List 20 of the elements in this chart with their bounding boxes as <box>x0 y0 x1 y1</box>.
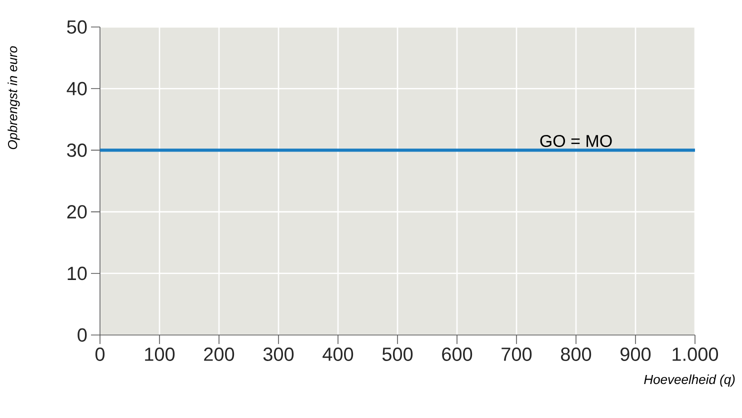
x-tick-label: 100 <box>145 348 175 361</box>
y-tick-label: 40 <box>66 82 87 96</box>
y-tick-label: 0 <box>78 328 87 342</box>
x-tick-label: 600 <box>442 348 472 361</box>
x-tick-label: 900 <box>620 348 651 361</box>
x-axis-title: Hoeveelheid (q) <box>644 374 735 387</box>
x-tick-label: 300 <box>263 348 294 361</box>
x-tick-label: 700 <box>502 348 532 361</box>
x-tick-label: 800 <box>560 348 592 361</box>
y-tick-label: 30 <box>67 143 87 157</box>
annotation: GO = MO <box>540 134 612 148</box>
x-tick-label: 200 <box>204 348 234 361</box>
y-tick-label: 10 <box>68 266 87 280</box>
y-tick-label: 20 <box>67 205 87 219</box>
x-tick-label: 0 <box>95 348 105 361</box>
x-tick-label: 500 <box>382 348 413 361</box>
y-axis-title: Opbrengst in euro <box>8 46 20 150</box>
x-tick-label: 400 <box>322 348 354 361</box>
y-tick-label: 50 <box>67 20 87 34</box>
x-tick-label: 1.000 <box>672 348 718 361</box>
